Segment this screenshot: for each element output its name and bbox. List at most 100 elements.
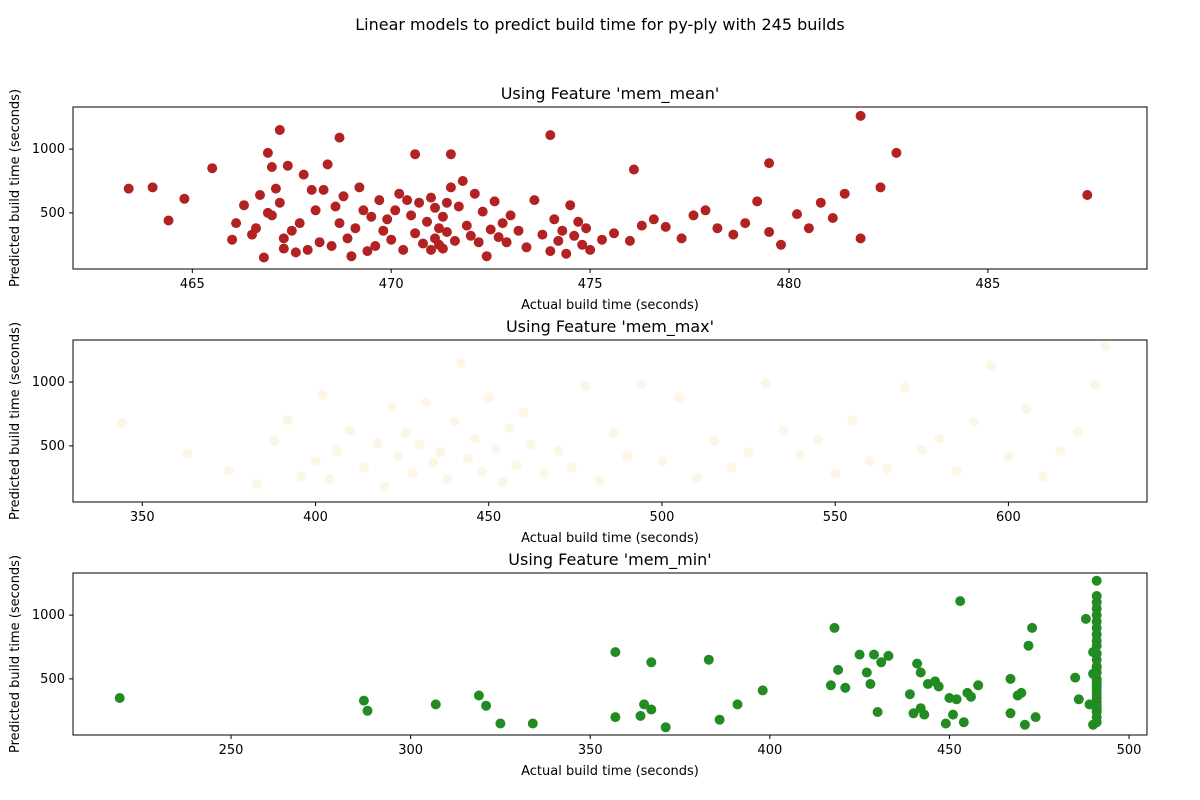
data-point xyxy=(268,435,279,446)
data-point xyxy=(239,200,249,211)
data-point xyxy=(636,220,647,231)
data-point xyxy=(386,401,397,412)
data-point xyxy=(986,360,997,371)
subplot-title: Using Feature 'mem_max' xyxy=(506,317,714,337)
data-point xyxy=(334,218,345,229)
data-point xyxy=(778,425,789,436)
data-point xyxy=(1091,676,1102,687)
data-point xyxy=(833,664,844,675)
y-tick-label: 1000 xyxy=(32,142,65,157)
data-point xyxy=(1019,719,1030,730)
data-point xyxy=(1005,708,1016,719)
figure-suptitle: Linear models to predict build time for … xyxy=(355,15,845,34)
data-point xyxy=(393,451,404,462)
data-point xyxy=(700,205,711,216)
data-point xyxy=(481,700,492,711)
data-point xyxy=(521,242,532,253)
data-point xyxy=(864,456,875,467)
data-point xyxy=(904,689,915,700)
data-point xyxy=(525,439,536,450)
data-point xyxy=(435,447,446,458)
data-point xyxy=(418,238,428,249)
data-point xyxy=(469,188,480,199)
data-point xyxy=(362,705,373,716)
data-point xyxy=(1091,696,1102,707)
data-point xyxy=(865,679,876,689)
data-point xyxy=(255,190,265,200)
data-point xyxy=(394,188,405,199)
data-point xyxy=(573,216,584,227)
data-point xyxy=(876,657,887,668)
data-point xyxy=(282,160,293,171)
data-point xyxy=(274,197,285,208)
data-point xyxy=(855,110,866,121)
data-point xyxy=(1072,426,1083,437)
data-point xyxy=(449,416,460,427)
data-point xyxy=(792,209,802,220)
data-point xyxy=(286,225,297,236)
y-axis-label: Predicted build time (seconds) xyxy=(8,555,23,753)
data-point xyxy=(324,474,335,484)
data-point xyxy=(322,159,333,170)
data-point xyxy=(728,229,739,240)
data-point xyxy=(840,682,851,693)
data-point xyxy=(1020,403,1031,414)
data-point xyxy=(646,704,657,715)
data-point xyxy=(434,223,444,234)
data-point xyxy=(282,415,293,426)
data-point xyxy=(934,433,945,444)
data-point xyxy=(437,211,448,222)
data-point xyxy=(566,462,577,473)
data-point xyxy=(581,223,592,234)
data-point xyxy=(875,182,886,193)
data-point xyxy=(504,423,515,433)
data-point xyxy=(511,460,522,470)
data-point xyxy=(407,467,418,478)
data-point xyxy=(636,379,647,390)
x-tick-label: 350 xyxy=(578,743,603,758)
data-point xyxy=(635,710,646,721)
data-point xyxy=(456,358,466,368)
data-point xyxy=(354,182,365,193)
data-point xyxy=(362,246,373,257)
data-point xyxy=(386,234,397,245)
data-point xyxy=(378,225,389,236)
data-point xyxy=(764,227,775,237)
y-tick-label: 500 xyxy=(40,672,65,687)
subplot-2: Using Feature 'mem_max' 350 400 450 500 550 60… xyxy=(8,317,1148,546)
data-point xyxy=(430,699,441,710)
data-point xyxy=(346,251,357,262)
data-point xyxy=(278,233,289,244)
data-point xyxy=(463,453,473,464)
data-point xyxy=(294,218,305,229)
data-point xyxy=(855,233,866,244)
y-tick-label: 1000 xyxy=(32,375,65,390)
data-point xyxy=(445,149,456,160)
data-point xyxy=(743,447,754,458)
data-point xyxy=(1080,613,1091,624)
data-point xyxy=(317,389,328,400)
data-point xyxy=(372,438,383,449)
data-point xyxy=(703,654,714,665)
data-point xyxy=(1016,687,1027,698)
data-point xyxy=(1030,712,1041,723)
data-point xyxy=(493,232,504,243)
data-point xyxy=(639,699,650,710)
data-point xyxy=(553,446,563,456)
data-point xyxy=(955,596,966,607)
data-point xyxy=(1073,694,1084,705)
data-point xyxy=(608,428,619,439)
data-point xyxy=(359,462,369,473)
data-point xyxy=(539,468,550,479)
data-point xyxy=(861,667,872,678)
data-point xyxy=(330,201,341,212)
data-point xyxy=(740,218,751,229)
data-point xyxy=(691,472,702,483)
data-point xyxy=(776,239,786,250)
data-point xyxy=(426,244,436,255)
data-point xyxy=(485,224,496,235)
x-axis-label: Actual build time (seconds) xyxy=(521,764,699,779)
data-point xyxy=(227,234,238,245)
